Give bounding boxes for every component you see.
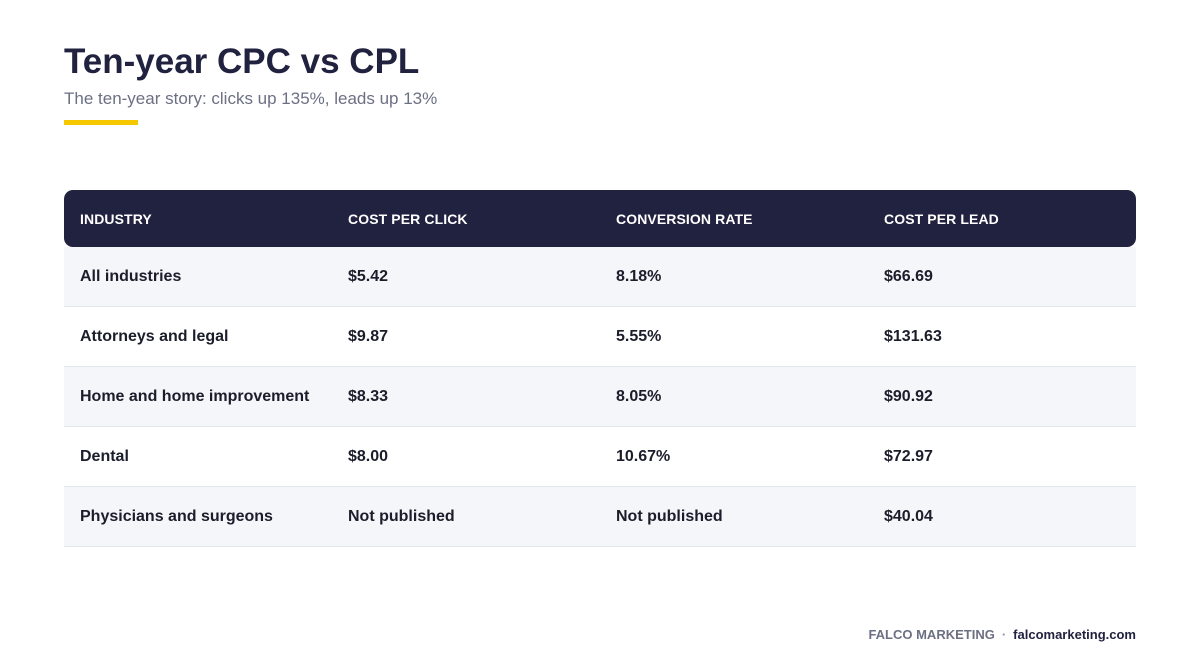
page-title: Ten-year CPC vs CPL (64, 42, 420, 81)
table-row: Home and home improvement $8.33 8.05% $9… (64, 367, 1136, 427)
footer-separator: · (1001, 627, 1007, 642)
conversion-rate-cell: 8.18% (616, 267, 662, 285)
column-header-cost-per-click: COST PER CLICK (348, 210, 468, 227)
footer-brand: FALCO MARKETING (868, 627, 995, 642)
industry-cell: Dental (80, 447, 129, 465)
column-header-conversion-rate: CONVERSION RATE (616, 210, 753, 227)
table-row: Attorneys and legal $9.87 5.55% $131.63 (64, 307, 1136, 367)
table-row: Dental $8.00 10.67% $72.97 (64, 427, 1136, 487)
cost-per-lead-cell: $131.63 (884, 327, 942, 345)
cost-per-lead-cell: $90.92 (884, 387, 933, 405)
column-header-cost-per-lead: COST PER LEAD (884, 210, 999, 227)
table-row: All industries $5.42 8.18% $66.69 (64, 247, 1136, 307)
cost-per-lead-cell: $66.69 (884, 267, 933, 285)
conversion-rate-cell: 8.05% (616, 387, 662, 405)
table-row: Physicians and surgeons Not published No… (64, 487, 1136, 547)
data-table: INDUSTRY COST PER CLICK CONVERSION RATE … (64, 190, 1136, 547)
industry-cell: Home and home improvement (80, 387, 310, 405)
column-header-industry: INDUSTRY (80, 210, 152, 227)
footer-site-link[interactable]: falcomarketing.com (1013, 627, 1136, 642)
cost-per-click-cell: Not published (348, 507, 455, 525)
cost-per-click-cell: $9.87 (348, 327, 389, 345)
industry-cell: All industries (80, 267, 182, 285)
accent-underline (64, 120, 138, 125)
page-subtitle: The ten-year story: clicks up 135%, lead… (64, 89, 438, 108)
table-header: INDUSTRY COST PER CLICK CONVERSION RATE … (64, 190, 1136, 247)
conversion-rate-cell: Not published (616, 507, 723, 525)
cost-per-click-cell: $5.42 (348, 267, 389, 285)
cost-per-lead-cell: $72.97 (884, 447, 933, 465)
conversion-rate-cell: 5.55% (616, 327, 662, 345)
cost-per-lead-cell: $40.04 (884, 507, 933, 525)
cost-per-click-cell: $8.33 (348, 387, 389, 405)
industry-cell: Physicians and surgeons (80, 507, 273, 525)
footer: FALCO MARKETING · falcomarketing.com (868, 627, 1136, 642)
industry-cell: Attorneys and legal (80, 327, 229, 345)
conversion-rate-cell: 10.67% (616, 447, 671, 465)
cost-per-click-cell: $8.00 (348, 447, 389, 465)
